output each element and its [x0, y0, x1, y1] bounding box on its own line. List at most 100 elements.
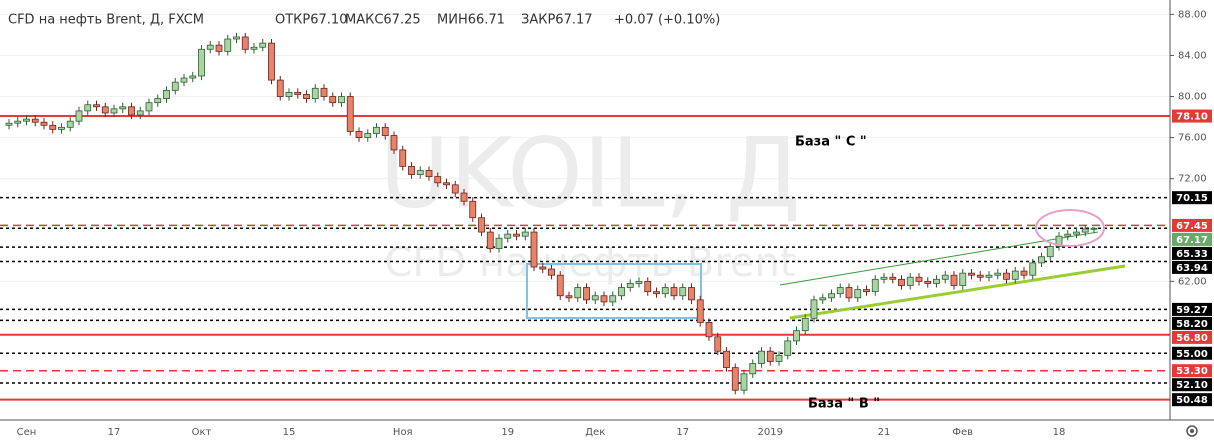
- level-label: 52.10: [1176, 380, 1208, 391]
- annotation: База " В ": [808, 397, 880, 412]
- candle-body: [1003, 272, 1010, 280]
- x-tick-label: 17: [676, 427, 689, 438]
- candle-body: [311, 87, 319, 99]
- candle-body: [171, 81, 179, 91]
- candle-body: [259, 42, 267, 48]
- candle-body: [889, 276, 897, 280]
- candle-body: [600, 295, 608, 303]
- candle-body: [679, 287, 687, 297]
- candle-body: [285, 92, 293, 97]
- candle-body: [635, 280, 643, 284]
- candle-body: [968, 272, 975, 276]
- candle-body: [303, 94, 310, 99]
- y-tick-label: 76.00: [1178, 133, 1207, 144]
- candle-body: [276, 79, 284, 97]
- candle-body: [119, 106, 127, 110]
- candle-body: [661, 287, 669, 295]
- candle-body: [425, 170, 433, 178]
- candle-body: [434, 176, 442, 184]
- candle-body: [565, 295, 573, 299]
- candle-body: [84, 104, 92, 112]
- candle-body: [740, 373, 748, 391]
- x-tick-label: 2019: [758, 427, 783, 438]
- candle-body: [1073, 231, 1080, 235]
- candle-body: [530, 231, 538, 268]
- candle-body: [224, 38, 232, 52]
- y-tick-label: 62.00: [1178, 276, 1207, 287]
- candle-body: [390, 135, 398, 151]
- candle-body: [373, 126, 380, 134]
- candle-body: [14, 120, 22, 124]
- candle-body: [618, 287, 625, 297]
- candle-body: [941, 274, 949, 280]
- candle-body: [40, 121, 48, 126]
- candle-body: [880, 276, 888, 280]
- candle-body: [775, 354, 783, 362]
- level-label-box: [1172, 393, 1212, 407]
- level-label: 55.00: [1176, 349, 1208, 360]
- candle-body: [784, 340, 792, 356]
- candle-body: [23, 118, 30, 122]
- candle-body: [539, 266, 547, 270]
- candle-body: [696, 299, 704, 323]
- candle-body: [206, 44, 214, 50]
- candle-body: [994, 272, 1002, 276]
- candle-body: [110, 108, 118, 114]
- candle-body: [1011, 270, 1019, 280]
- candle-body: [416, 170, 424, 175]
- candle-body: [836, 287, 844, 295]
- candle-body: [924, 280, 932, 284]
- candle-body: [591, 295, 599, 301]
- level-label: 70.15: [1176, 193, 1208, 204]
- candle-body: [294, 92, 302, 95]
- x-tick-label: Окт: [192, 427, 212, 438]
- x-tick-label: Фев: [952, 427, 973, 438]
- candle-body: [609, 295, 617, 303]
- candle-body: [338, 96, 345, 104]
- level-label: 53.30: [1176, 366, 1208, 377]
- candle-body: [408, 165, 415, 175]
- candle-body: [163, 89, 170, 99]
- candle-body: [933, 278, 940, 284]
- stat: МАКС67.25: [345, 13, 421, 28]
- x-tick-label: 18: [1053, 427, 1066, 438]
- candle-body: [819, 297, 827, 301]
- candle-body: [915, 276, 923, 282]
- candle-body: [688, 287, 695, 301]
- trend-line-lower: [789, 264, 1126, 320]
- candle-body: [801, 317, 809, 332]
- candle-body: [723, 350, 730, 369]
- level-label: 58.20: [1176, 319, 1208, 330]
- candle-body: [1046, 246, 1054, 258]
- candle-body: [399, 149, 407, 167]
- highlight-ellipse: [1035, 209, 1105, 247]
- candle-body: [513, 233, 520, 237]
- candle-body: [145, 102, 153, 112]
- settings-icon[interactable]: [1186, 425, 1198, 437]
- candle-body: [215, 44, 223, 52]
- candle-body: [58, 126, 65, 130]
- annotation: База " С ": [795, 135, 867, 150]
- stat: ОТКР67.10: [275, 13, 347, 28]
- x-tick-label: 17: [108, 427, 121, 438]
- candle-body: [793, 330, 800, 342]
- stat: МИН66.71: [437, 13, 505, 28]
- candle-body: [364, 133, 372, 139]
- y-tick-label: 84.00: [1178, 50, 1207, 61]
- candle-body: [906, 276, 914, 286]
- candle-body: [233, 36, 240, 40]
- candle-body: [985, 274, 993, 278]
- level-label-box: [1172, 364, 1212, 378]
- candle-body: [1020, 270, 1028, 276]
- x-tick-label: 21: [878, 427, 891, 438]
- candle-body: [626, 283, 634, 288]
- level-label: 59.27: [1176, 305, 1208, 316]
- candle-body: [898, 278, 905, 286]
- level-label: 50.48: [1176, 395, 1208, 406]
- candle-body: [556, 274, 564, 297]
- level-label-box: [1172, 260, 1212, 274]
- candle-body: [75, 110, 83, 122]
- range-box: [526, 263, 702, 319]
- stat: +0.07 (+0.10%): [614, 13, 720, 28]
- candle-body: [329, 96, 337, 104]
